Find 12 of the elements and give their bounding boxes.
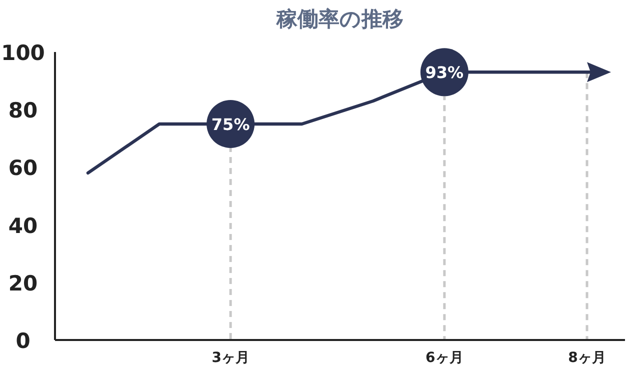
data-label: 93% <box>425 63 464 82</box>
y-tick-label: 80 <box>8 98 38 123</box>
x-tick-label: 3ヶ月 <box>212 350 250 366</box>
x-tick-label: 6ヶ月 <box>426 350 464 366</box>
y-tick-label: 0 <box>16 329 30 353</box>
chart-title: 稼働率の推移 <box>276 7 404 31</box>
x-tick-label: 8ヶ月 <box>568 350 606 366</box>
data-label: 75% <box>211 115 250 134</box>
y-tick-label: 40 <box>8 214 38 238</box>
y-tick-label: 20 <box>8 271 38 296</box>
y-tick-label: 60 <box>8 156 38 180</box>
y-tick-label: 100 <box>1 41 45 65</box>
